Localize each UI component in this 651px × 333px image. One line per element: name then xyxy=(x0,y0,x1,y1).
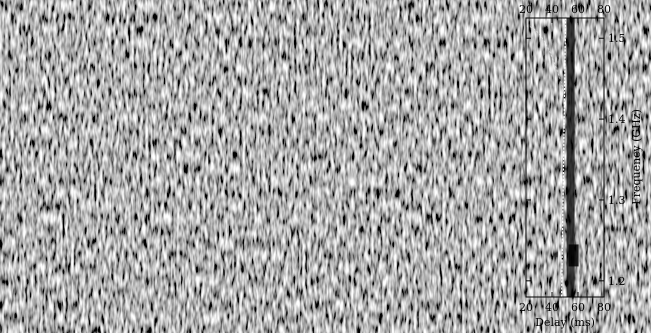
main-x-tick-label-top: 1500 xyxy=(486,3,514,16)
dedispersed-pulse xyxy=(526,18,579,297)
zoom-x-axis-label: Delay (ms) xyxy=(535,316,595,329)
zoom-panel: 20 20 40 40 60 60 80 80 1.2 1.3 1.4 1.5 Delay (ms)… xyxy=(519,3,643,329)
zoom-x-ticks: 20 20 40 40 60 60 80 80 xyxy=(519,3,611,314)
main-x-tick-label-bottom: 1200 xyxy=(395,301,423,314)
pulse-reference-line xyxy=(561,18,567,297)
zoom-x-tick-label-top: 60 xyxy=(571,3,585,16)
visible-curve-2 xyxy=(60,18,363,297)
zoom-x-tick-label-bottom: 20 xyxy=(519,301,533,314)
main-x-tick-label-bottom: 300 xyxy=(126,301,147,314)
main-x-tick-label-top: 1200 xyxy=(395,3,423,16)
legend-entry-2: nu=3×108 cm−3, Du=131 R⊙,DM = 885 cm−3pc xyxy=(257,83,503,97)
main-x-tick-label-bottom: 0 xyxy=(43,301,50,314)
main-x-tick-label-top: 600 xyxy=(217,3,238,16)
main-y-tick-label: 1.5 xyxy=(25,32,43,45)
pulse-bright-spot xyxy=(568,244,579,267)
zoom-y-axis-label: Frequency (GHz) xyxy=(630,109,643,205)
main-x-tick-label-bottom: 900 xyxy=(308,301,329,314)
main-x-axis-label: Time (ms) xyxy=(245,316,301,329)
main-y-tick-label: 1.2 xyxy=(25,275,43,288)
visible-curve-1 xyxy=(54,18,357,297)
legend-entry-4: nu=1010 cm−3, Du=1.53 R⊙,DM = 346 cm−3pc xyxy=(257,131,503,145)
main-x-tick-label-bottom: 1500 xyxy=(486,301,514,314)
main-x-ticks: 0 0 300 300 600 600 900 900 1200 1200 1500 1500 xyxy=(43,3,515,314)
legend-entry-3: nu=109 cm−3, Du=37.3 R⊙,DM = 842 cm−3pc xyxy=(257,107,503,121)
zoom-y-tick-label: 1.3 xyxy=(608,194,626,207)
zoom-x-tick-label-bottom: 80 xyxy=(597,301,611,314)
zoom-y-tick-label: 1.4 xyxy=(608,113,626,126)
main-x-tick-label-top: 300 xyxy=(126,3,147,16)
main-x-tick-label-top: 0 xyxy=(43,3,50,16)
dispersion-curves xyxy=(54,18,383,297)
zoom-noise-background xyxy=(526,18,604,297)
zoom-x-tick-label-top: 40 xyxy=(545,3,559,16)
zoom-x-tick-label-top: 80 xyxy=(597,3,611,16)
zoom-x-tick-label-top: 20 xyxy=(519,3,533,16)
zoom-y-tick-label: 1.2 xyxy=(608,275,626,288)
pulse-band xyxy=(566,18,575,297)
main-y-ticks: 1.2 1.3 1.4 1.5 xyxy=(25,32,500,288)
zoom-y-tick-label: 1.5 xyxy=(608,32,626,45)
main-axes-frame xyxy=(45,17,501,298)
zoom-x-tick-label-bottom: 40 xyxy=(545,301,559,314)
pulse-streak xyxy=(57,18,360,297)
zoom-x-tick-label-bottom: 60 xyxy=(571,301,585,314)
main-x-tick-label-top: 900 xyxy=(308,3,329,16)
legend: nu→ 0, Du→ ∞, DM = 905 cm−3pc nu=3×108 cm−3… xyxy=(226,51,503,157)
zoom-y-ticks: 1.2 1.3 1.4 1.5 xyxy=(526,32,626,288)
main-y-tick-label: 1.4 xyxy=(25,113,43,126)
dispersion-curve-2 xyxy=(54,18,376,297)
main-y-tick-label: 1.3 xyxy=(25,194,43,207)
legend-box xyxy=(226,51,498,157)
zoom-trail xyxy=(526,25,566,97)
legend-entry-1: nu→ 0, Du→ ∞, DM = 905 cm−3pc xyxy=(257,59,503,73)
zoom-axes-frame xyxy=(525,17,605,298)
main-x-tick-label-bottom: 600 xyxy=(217,301,238,314)
main-y-axis-label: Frequency (GHz) xyxy=(4,109,17,205)
